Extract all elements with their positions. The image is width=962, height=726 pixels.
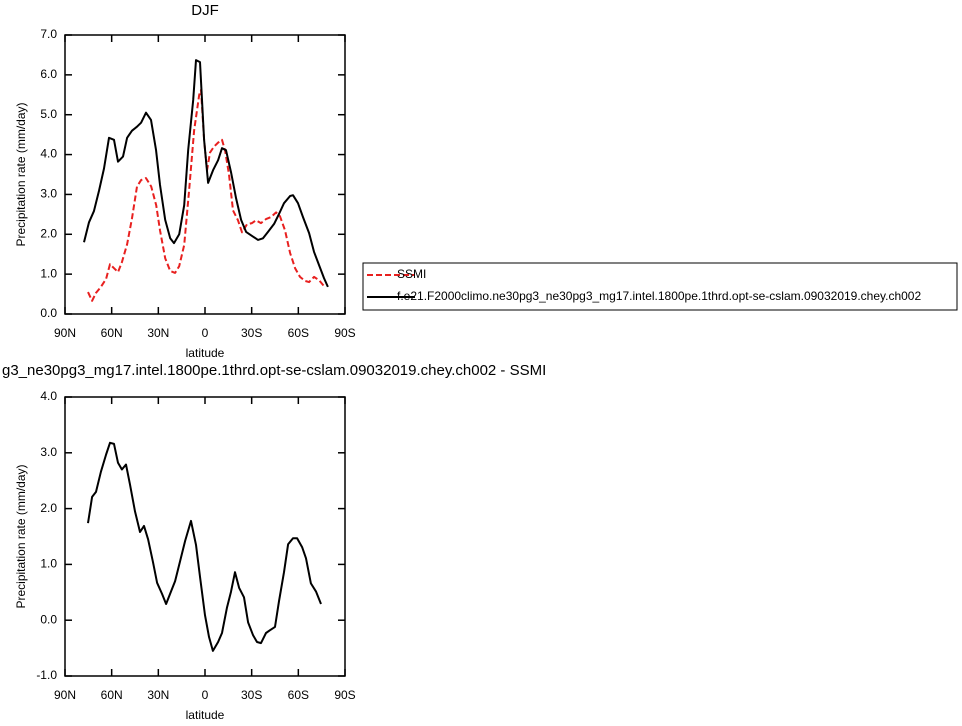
x-tick-label: 90S [334, 688, 355, 702]
y-tick-label: 1.0 [40, 266, 57, 280]
y-tick-label: 6.0 [40, 67, 57, 81]
x-tick-label: 30N [147, 688, 169, 702]
x-axis-label: latitude [186, 346, 225, 360]
y-tick-label: 2.0 [40, 226, 57, 240]
x-tick-label: 90N [54, 326, 76, 340]
x-tick-label: 0 [202, 326, 209, 340]
x-tick-label: 90S [334, 326, 355, 340]
y-tick-label: -1.0 [36, 668, 57, 682]
x-tick-label: 60S [288, 688, 309, 702]
x-tick-label: 30N [147, 326, 169, 340]
data-line [83, 59, 329, 288]
y-tick-label: 4.0 [40, 147, 57, 161]
plot-frame [64, 396, 346, 677]
y-tick-label: 1.0 [40, 557, 57, 571]
x-tick-label: 90N [54, 688, 76, 702]
y-tick-label: 5.0 [40, 107, 57, 121]
y-tick-label: 7.0 [40, 27, 57, 41]
x-tick-label: 60N [101, 326, 123, 340]
y-tick-label: 3.0 [40, 187, 57, 201]
x-tick-label: 30S [241, 326, 262, 340]
y-tick-label: 0.0 [40, 612, 57, 626]
y-axis-label: Precipitation rate (mm/day) [14, 102, 28, 246]
chart-title: DJF [191, 2, 219, 19]
legend-box [362, 262, 958, 311]
y-tick-label: 4.0 [40, 389, 57, 403]
x-tick-label: 60N [101, 688, 123, 702]
chart-title: g3_ne30pg3_mg17.intel.1800pe.1thrd.opt-s… [2, 362, 546, 379]
x-tick-label: 60S [288, 326, 309, 340]
y-tick-label: 3.0 [40, 445, 57, 459]
legend-label: SSMI [397, 267, 426, 281]
y-tick-label: 0.0 [40, 306, 57, 320]
x-tick-label: 0 [202, 688, 209, 702]
x-tick-label: 30S [241, 688, 262, 702]
legend-label: f.e21.F2000climo.ne30pg3_ne30pg3_mg17.in… [397, 289, 921, 303]
y-tick-label: 2.0 [40, 501, 57, 515]
data-line [87, 441, 322, 652]
data-line [87, 89, 325, 302]
x-axis-label: latitude [186, 708, 225, 722]
plot-frame [64, 34, 346, 315]
y-axis-label: Precipitation rate (mm/day) [14, 464, 28, 608]
